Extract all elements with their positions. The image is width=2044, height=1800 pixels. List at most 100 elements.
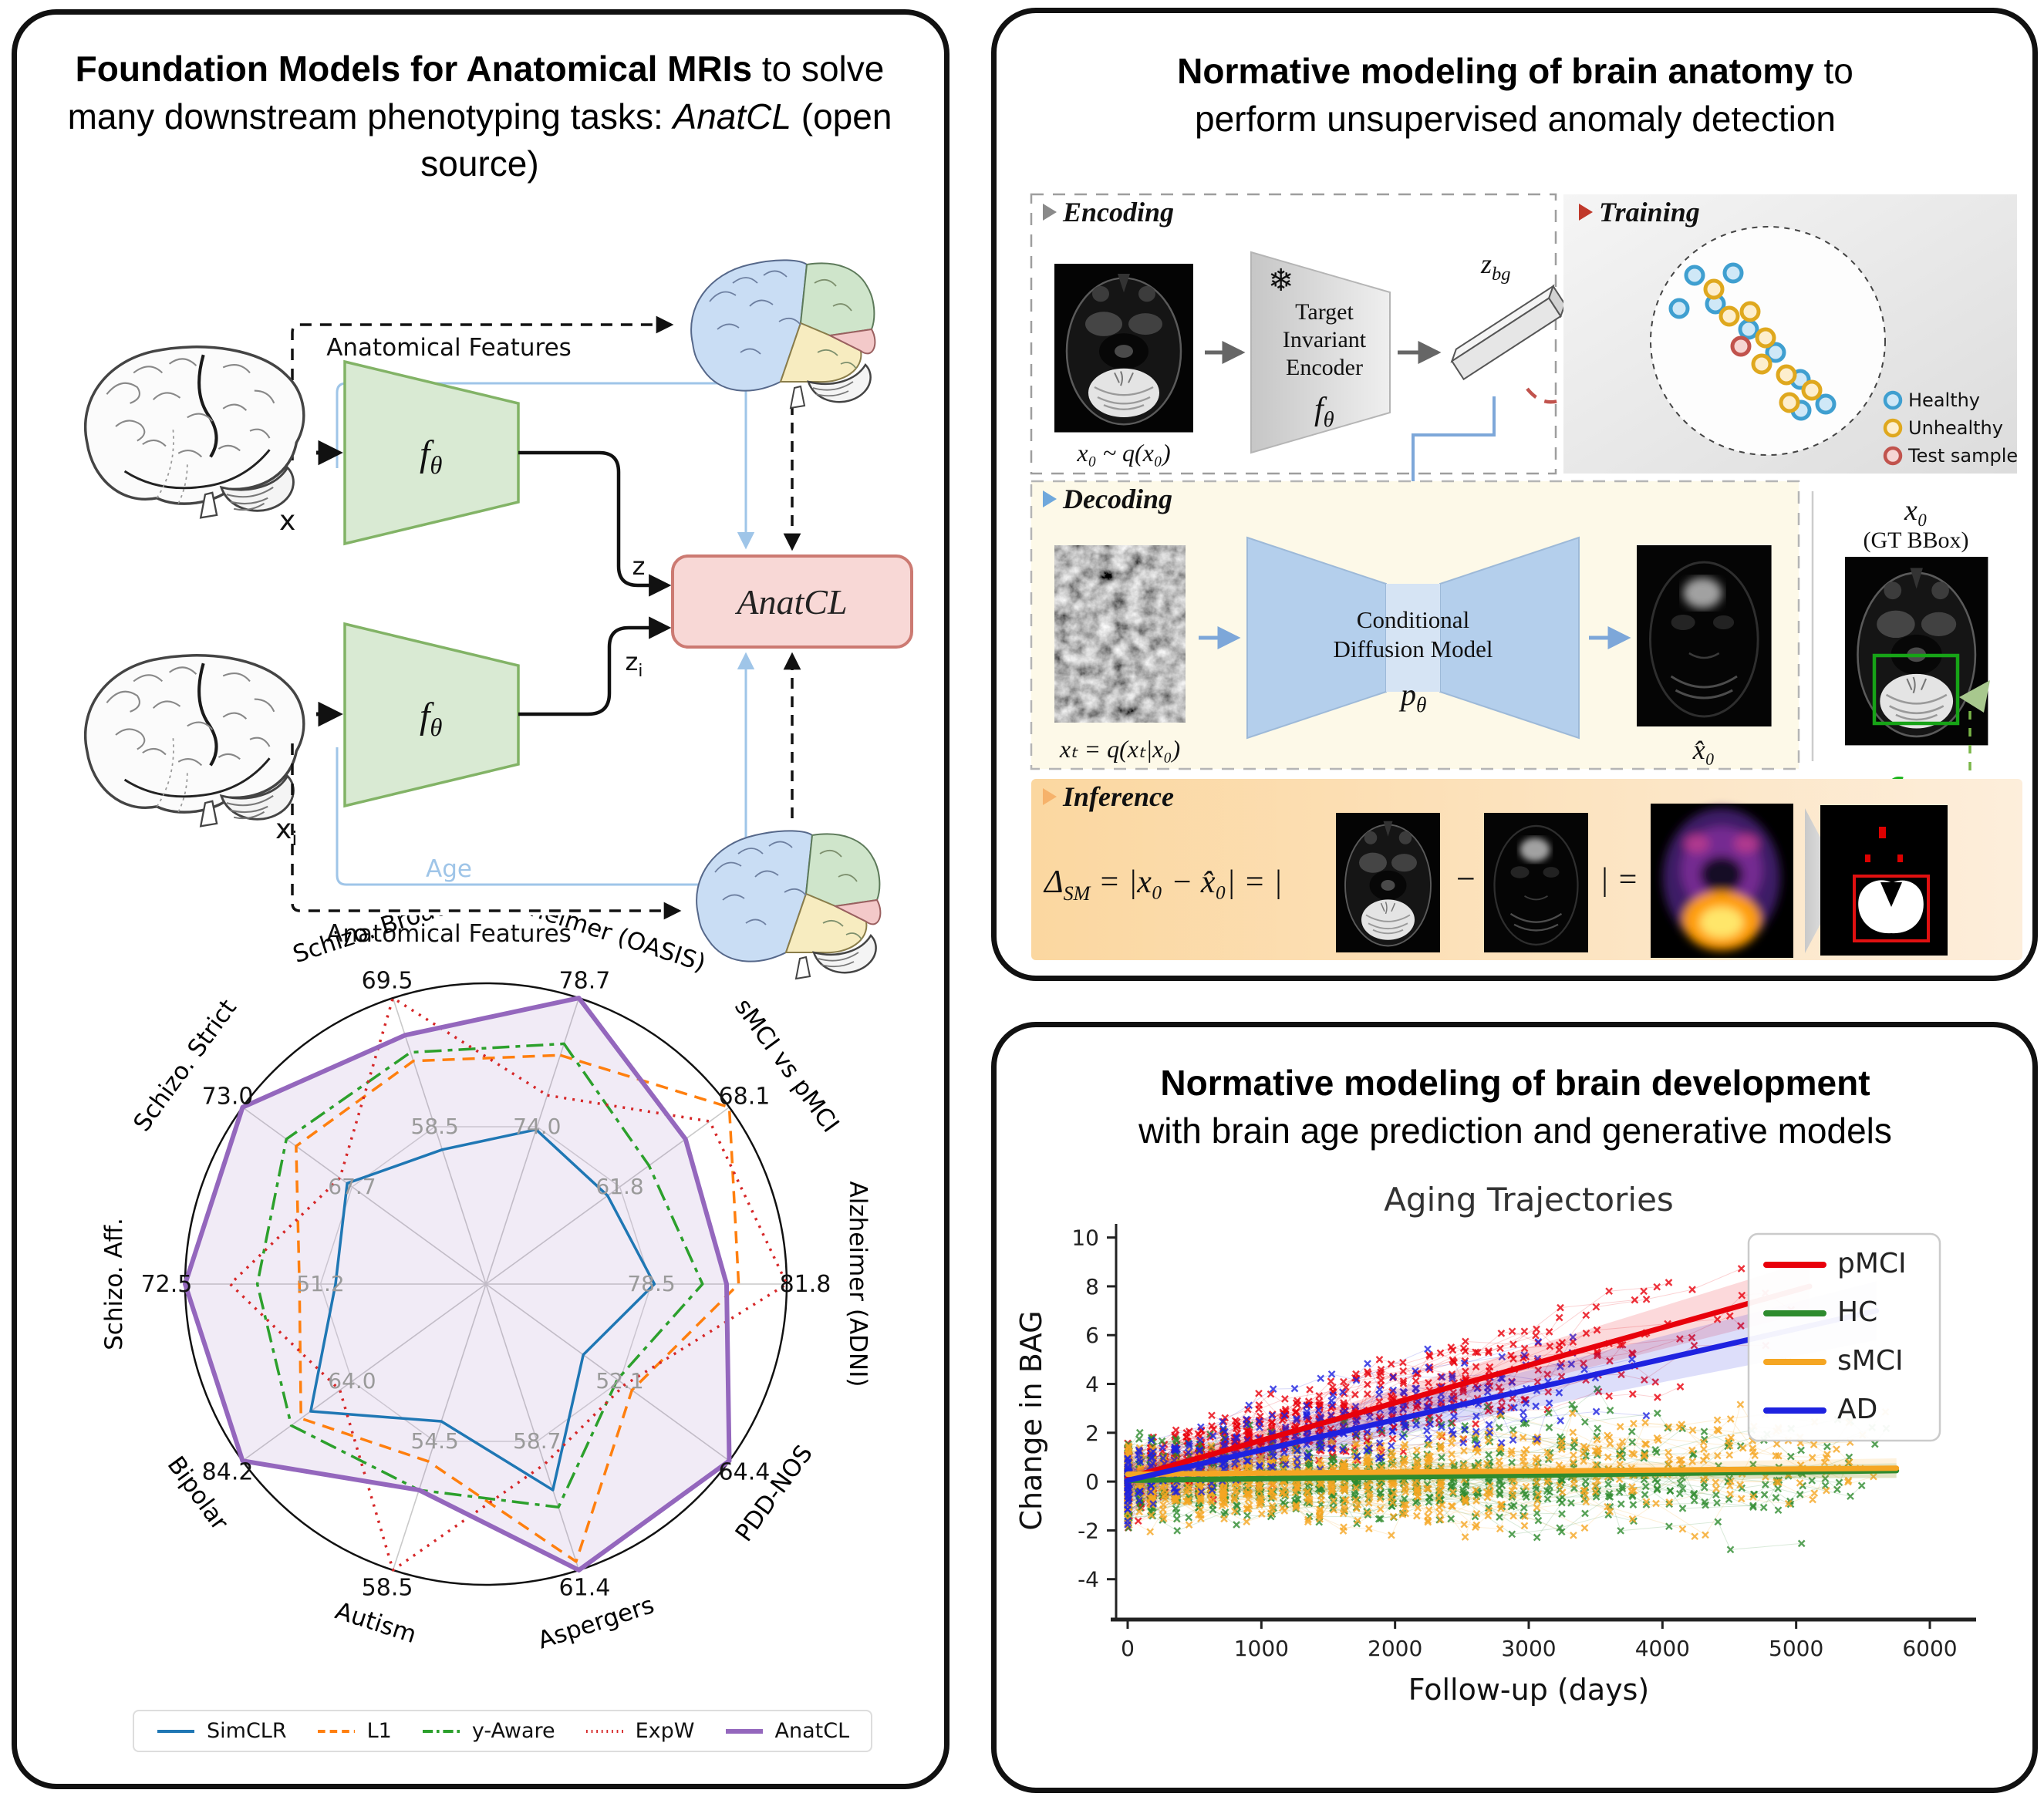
radar-best-value: 61.4	[559, 1575, 611, 1602]
top-right-title: Normative modeling of brain anatomy to p…	[1177, 51, 1853, 139]
radar-best-value: 84.2	[202, 1458, 254, 1485]
radar-anatcl-fill	[185, 998, 730, 1570]
radar-axis-label: sMCI vs pMCI	[729, 993, 845, 1138]
scatter-title: Aging Trajectories	[1384, 1181, 1674, 1219]
noise-image	[1054, 544, 1186, 723]
svg-text:0: 0	[1121, 1636, 1135, 1661]
snowflake-icon: ❄	[1268, 263, 1294, 298]
inference-x0-image	[1335, 812, 1441, 953]
healthy-dot	[1684, 265, 1705, 286]
legend-label: AnatCL	[774, 1719, 850, 1743]
zi-label: zi	[625, 647, 643, 681]
test-sample-dot	[1730, 335, 1752, 357]
scatter-xlabel: Follow-up (days)	[1408, 1673, 1650, 1707]
training-triangle-icon	[1579, 204, 1593, 221]
unhealthy-dot	[1739, 301, 1761, 322]
conditional-diffusion-model	[1246, 536, 1580, 740]
decoding-label: Decoding	[1062, 484, 1172, 514]
radar-spoke	[485, 1283, 730, 1461]
svg-text:6000: 6000	[1902, 1636, 1957, 1661]
training-scatter-dots	[1668, 262, 1837, 421]
xi-label: xi	[275, 814, 297, 850]
legend-label: ExpW	[635, 1719, 695, 1743]
gt-x0-label: x₀	[1904, 494, 1928, 527]
inference-formula: ΔSM = |x₀ − x̂₀| = |	[1043, 865, 1283, 905]
legend-label: SimCLR	[207, 1719, 287, 1743]
svg-text:-4: -4	[1078, 1567, 1099, 1593]
radar-series-ExpW	[228, 996, 788, 1572]
training-header: Training	[1579, 197, 1700, 228]
radar-axis-label: Schizo. Strict	[128, 994, 242, 1136]
encoder-f-theta-1	[343, 359, 520, 546]
healthy-dot	[1738, 319, 1759, 340]
healthy-dot	[1722, 262, 1744, 284]
radar-best-value: 68.1	[719, 1084, 771, 1111]
radar-simclr-value: 58.7	[513, 1428, 561, 1454]
gt-bounding-box	[1872, 653, 1960, 726]
legend-label: L1	[366, 1719, 392, 1743]
gt-arrow-icon	[1959, 680, 1990, 713]
radar-legend-item-SimCLR: SimCLR	[156, 1719, 287, 1743]
radar-legend-item-L1: L1	[316, 1719, 392, 1743]
radar-axis-label: Alzheimer (ADNI)	[844, 1181, 872, 1387]
scatter-legend: pMCI HC sMCI AD	[1747, 1232, 1941, 1442]
svg-text:0: 0	[1085, 1469, 1099, 1495]
inference-triangle-icon	[1043, 788, 1057, 805]
left-panel-title: Foundation Models for Anatomical MRIs to…	[67, 49, 892, 184]
encoder-line-3: Encoder	[1286, 355, 1363, 380]
radar-spoke	[392, 1283, 487, 1571]
target-invariant-encoder	[1250, 251, 1391, 454]
svg-text:10: 10	[1071, 1225, 1099, 1251]
svg-text:6: 6	[1085, 1323, 1099, 1348]
anatomical-features-brain-top	[690, 259, 876, 410]
radar-simclr-value: 51.2	[296, 1271, 344, 1296]
radar-simclr-value: 78.5	[627, 1271, 675, 1296]
radar-series-SimCLR	[309, 1128, 656, 1492]
radar-axis-label: Schizo. Aff.	[100, 1218, 128, 1350]
unhealthy-dot	[1719, 305, 1740, 327]
anatcl-box	[671, 554, 913, 649]
anatomical-features-bottom-label: Anatomical Features	[326, 920, 572, 948]
gt-mri-image	[1843, 555, 1989, 747]
trend-line-HC	[1125, 1468, 1900, 1484]
unhealthy-dot	[1776, 364, 1797, 386]
aging-trajectories-chart: -4 -2 0 2 4 6 8 10 0 1000 2000 3000 4000 5000 6000 Agin…	[1014, 1181, 1976, 1707]
radar-mid-ring	[319, 1126, 653, 1442]
input-brain-xi	[86, 656, 304, 827]
decoding-noise-label: xₜ = q(xₜ|x₀)	[1059, 735, 1180, 763]
x-label: x	[279, 505, 295, 537]
diffusion-line-2: Diffusion Model	[1334, 635, 1493, 662]
segmentation-result-image	[1819, 804, 1949, 957]
scatter-legend-label-pMCI: pMCI	[1837, 1248, 1907, 1279]
training-legend-label: Healthy	[1908, 389, 1980, 411]
encoder-line-2: Invariant	[1283, 327, 1367, 352]
anatcl-box-label: AnatCL	[734, 582, 847, 622]
radar-best-value: 72.5	[141, 1271, 193, 1298]
panel-anomaly-detection: Normative modeling of brain anatomy to p…	[991, 8, 2038, 981]
panel-brain-development: Normative modeling of brain development …	[991, 1022, 2038, 1793]
legend-line-swatch	[725, 1728, 763, 1734]
anomaly-detection-diagram: Encoding x₀ ~ q(x₀) ❄ Target Invariant E…	[1030, 193, 2022, 960]
zi-connector	[518, 616, 672, 716]
radar-spoke	[485, 997, 580, 1285]
svg-text:2: 2	[1085, 1421, 1099, 1446]
healthy-dot	[1668, 298, 1690, 319]
radar-best-value: 81.8	[780, 1271, 831, 1298]
unhealthy-dot	[1801, 379, 1823, 401]
encoding-triangle-icon	[1043, 204, 1057, 221]
svg-text:4000: 4000	[1635, 1636, 1690, 1661]
radar-best-value: 69.5	[362, 967, 413, 994]
training-legend-dot-Unhealthy	[1883, 418, 1903, 438]
radar-axis-label: PDD-NOS	[730, 1440, 818, 1546]
unhealthy-dot	[1703, 278, 1725, 300]
anatomical-features-top-label: Anatomical Features	[326, 334, 572, 362]
anatomical-features-top-line	[291, 315, 674, 460]
encoding-input-label: x₀ ~ q(x₀)	[1076, 439, 1170, 467]
z-label: z	[632, 551, 646, 581]
radar-simclr-value: 61.8	[595, 1174, 643, 1199]
decoding-triangle-icon	[1043, 490, 1057, 507]
svg-text:8: 8	[1085, 1274, 1099, 1299]
healthy-dot	[1765, 342, 1786, 363]
training-label: Training	[1599, 197, 1700, 228]
